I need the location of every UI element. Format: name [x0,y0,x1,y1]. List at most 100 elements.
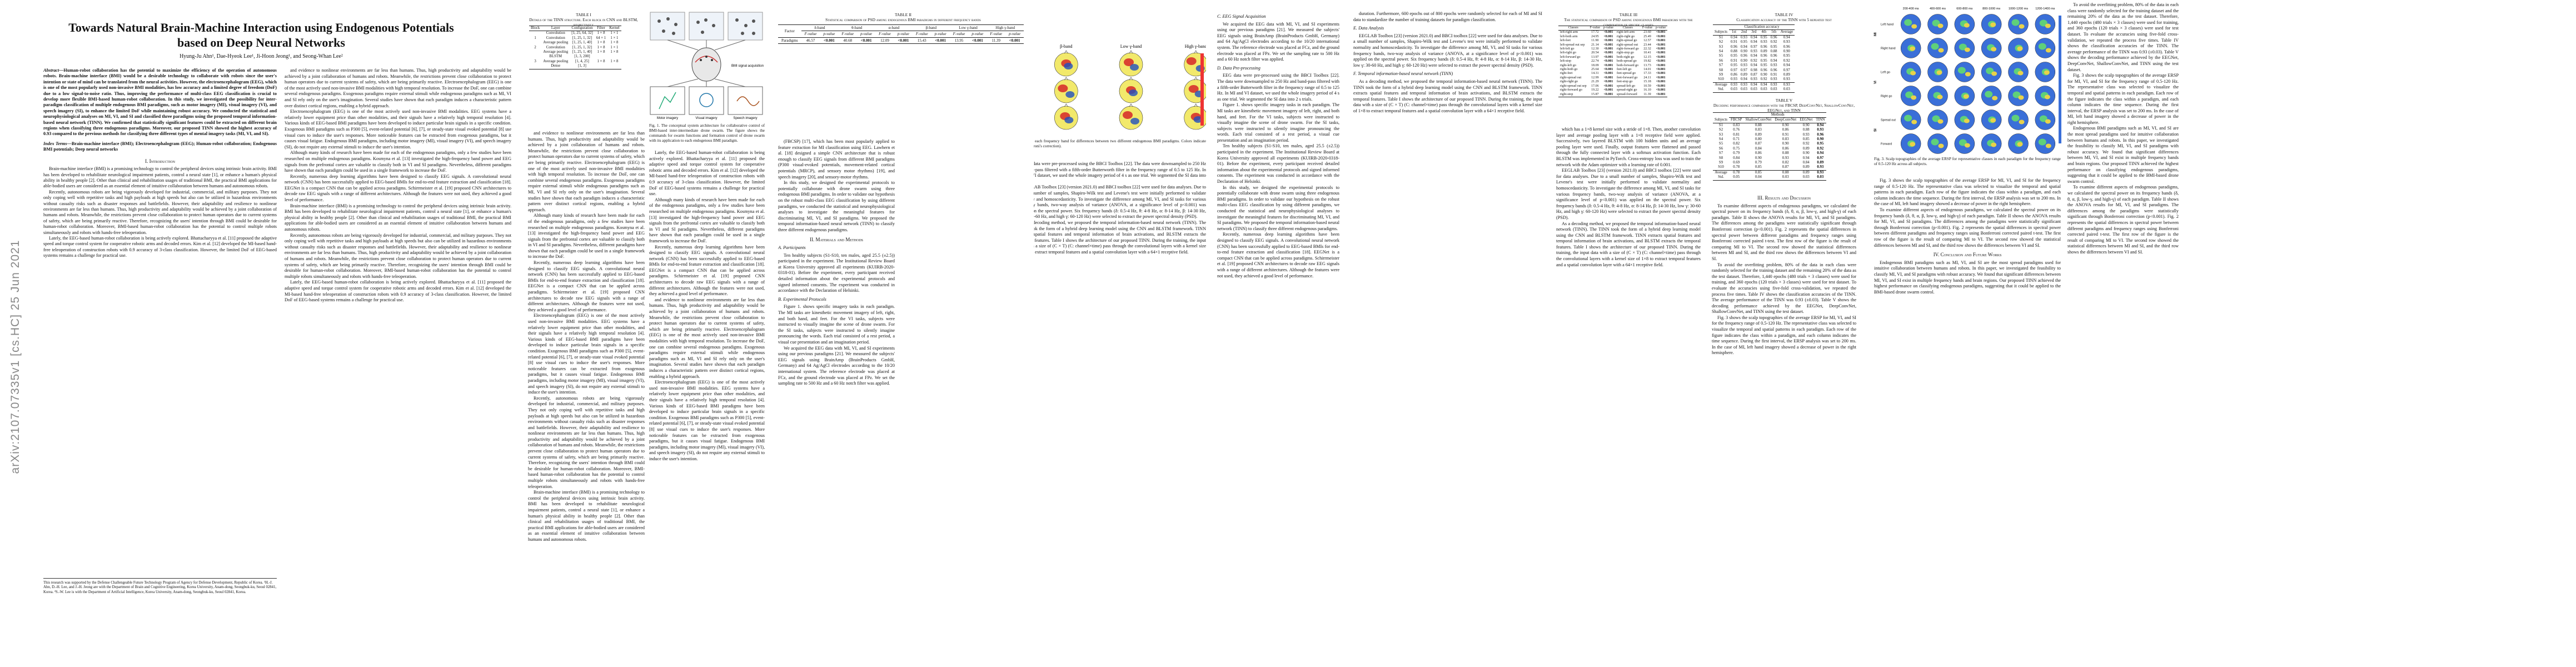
table3-cell: 21.14 [1591,43,1599,47]
table5-cell: 0.90 [1782,123,1789,127]
table5-header: DeepConvNet [1773,117,1798,123]
table2-cell: 11.39 [986,37,1006,44]
page4-column-2: III. Results and Discussion To examine d… [1712,192,1856,659]
table4-group-header: Classification accuracy [1729,24,1795,31]
table5-cell: 0.96 [1817,132,1824,137]
table1-cell: 1 × 8 [597,59,605,63]
table-row: right-spread out 12.99 <0.001 feet-forward … [1558,76,1667,80]
table2-sub-header: F-value [801,31,820,38]
table2-cell: <0.001 [894,37,913,44]
table4-header: 1st [1729,29,1739,36]
table2-row-label: Paradigms [778,37,801,44]
table1-cell: 1 [534,36,536,40]
table5-cell: 0.82 [1733,142,1740,146]
table2-band-header: High γ-band [986,24,1024,32]
table4-cell: 0.89 [1740,73,1747,77]
fig3-topomap [1981,109,2002,130]
page3-extra-3: In this study, we designed the experimen… [1217,185,1339,231]
table1-cell [529,54,541,59]
table4-cell: 0.88 [1770,49,1777,54]
intro-paragraph-5: and evidence to nonlinear environments a… [285,68,511,108]
table4-cell: 0.97 [1783,68,1790,72]
table3-cell: 22.74 [1591,59,1599,63]
page2-column-2: Lately, the EEG-based human-robot collab… [649,150,765,659]
fig3-time-label: 600-800 ms [1956,7,1972,11]
p5-training-text: To avoid the overfitting problem, 80% of… [2067,2,2179,72]
fig3-caption: Fig. 3. Scalp topographies of the averag… [1874,157,2061,166]
table5-cell: 0.93 [1802,132,1810,137]
page5-column-0: To avoid the overfitting problem, 80% of… [2067,2,2179,658]
table3-cell: <0.001 [1603,72,1613,76]
table1-header: Configuration [570,25,595,32]
fig3-topomap [1900,86,1921,106]
table4-caption: TABLE IV Classification accuracy of the … [1712,12,1856,22]
page2-text-10: and evidence to nonlinear environments a… [649,297,765,379]
table5-cell: 0.80 [1755,137,1762,142]
fig3-topomap [1981,38,2002,58]
table3-cell: <0.001 [1656,34,1666,38]
fig2-colorbar [1200,53,1204,126]
drone-swarm-panel-left [650,12,685,41]
fig2-scalp-map [1054,50,1078,77]
table4-cell: 0.96 [1760,68,1767,72]
table3-cell: right-spread out sep [1560,84,1587,88]
table2-sub-header: p-value [968,31,987,38]
table3-cell: <0.001 [1656,55,1666,59]
fig2-scalp-map [1119,103,1143,130]
page2-text-5: Recently, autonomous robots are being vi… [528,395,645,489]
page2-text-2: Although many kinds of research have bee… [528,213,645,260]
table3-cell: left-feet [1560,39,1571,43]
table-row: right-forward go 19.22 <0.001 spread-right … [1558,88,1667,92]
page2-column-1: and evidence to nonlinear environments a… [528,131,645,659]
table4-cell: S1 [1718,35,1723,39]
intro-paragraph-7: Recently, numerous deep learning algorit… [285,173,511,203]
fig1-label-si: Speech imagery [733,117,757,120]
table-row: right-spread out sep 17.06 <0.001 spread-le… [1558,84,1667,88]
p5-results-text: To examine different aspects of endogeno… [2067,185,2179,255]
table3-cell: <0.001 [1656,31,1666,34]
fig3-time-label: 800-1000 ms [1982,7,2000,11]
table4-cell: 0.93 [1778,82,1795,88]
index-terms-lead: Index Terms [43,141,67,146]
table5-cell: 0.92 [1802,142,1810,146]
table3-cell: 19.22 [1591,88,1599,92]
fig3-topomap [1954,14,1975,34]
eeg-text-extra: We acquired the EEG data with MI, VI, an… [778,345,895,386]
table5-cell: 0.88 [1782,151,1789,156]
table5-cell: 0.90 [1802,123,1810,127]
table5-cell: 0.88 [1755,123,1762,127]
table4-cell: 0.94 [1750,63,1757,68]
table3-cell: spread-right go [1616,88,1637,92]
table3-header: Classes [1615,25,1641,31]
page-4: TABLE III The statistical comparison of … [1551,0,2067,667]
abstract: Abstract—Human-robot collaboration has t… [43,68,277,259]
table3-cell: 22.32 [1643,47,1651,51]
table2-sub-header: p-value [857,31,876,38]
table4-group-blank [1713,24,1730,30]
table3-header: Classes [1558,25,1588,31]
table5-header: EEGNet [1798,117,1815,123]
table1-cell [607,64,621,69]
table5-cell: 0.90 [1817,137,1824,142]
p2-colA2-text: In this study, we designed the experimen… [778,180,895,232]
table3-cell: <0.001 [1603,39,1613,43]
table5-cell: S2 [1718,128,1723,132]
table3-cell: 16.10 [1643,88,1651,92]
fig3-topomap [2035,62,2056,82]
table1-cell: 1 × 8 [597,50,605,54]
table4-header: 2nd [1738,29,1749,36]
fig3-topomap [2008,62,2029,82]
page3-extra-1: Figure 1. shows specific imagery tasks i… [1217,102,1339,143]
fig1-label-mi: Motor imagery [657,117,678,120]
table1-label: TABLE I [576,12,591,17]
table4-cell: 0.91 [1770,73,1777,77]
table5-cell: 0.85 [1755,165,1762,170]
table2-sub-header: F-value [949,31,969,38]
table3-cell: feet-forward go [1616,76,1638,79]
page4-column-1: which has a 1×8 kernel size with a strid… [1556,127,1701,659]
conclusion-text: Endogenous BMI paradigms such as MI, VI,… [1874,260,2061,295]
table2-cell: <0.001 [931,37,950,44]
